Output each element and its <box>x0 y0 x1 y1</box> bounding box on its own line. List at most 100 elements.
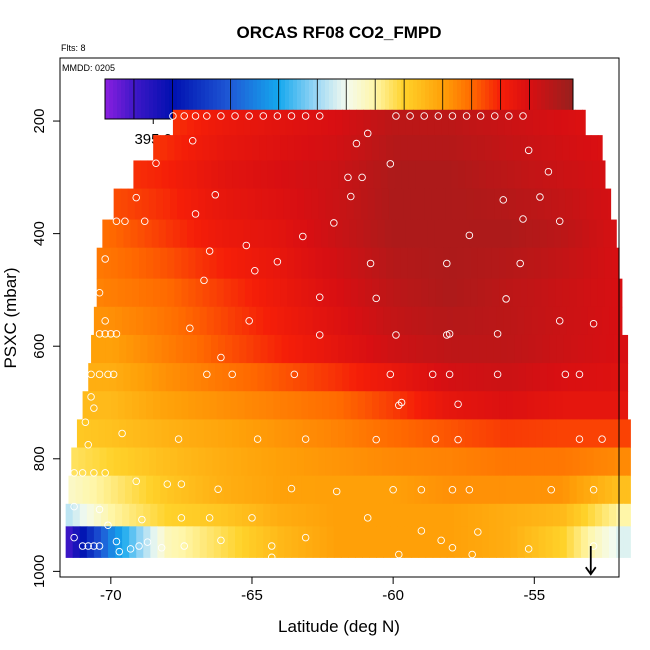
curtain-cell <box>616 503 624 527</box>
curtain-cell <box>359 334 367 364</box>
curtain-cell <box>407 278 415 308</box>
curtain-cell <box>363 363 372 392</box>
sample-point <box>87 370 95 379</box>
curtain-cell <box>230 475 239 505</box>
sample-point <box>174 435 183 443</box>
curtain-cell <box>206 503 215 527</box>
curtain-cell <box>551 188 559 221</box>
curtain-cell <box>153 247 161 280</box>
curtain-cell <box>436 160 445 190</box>
curtain-cell <box>507 160 516 190</box>
curtain-cell <box>376 503 384 527</box>
colorbar-swatch <box>233 79 238 119</box>
curtain-cell <box>285 363 294 392</box>
curtain-cell <box>479 419 487 449</box>
curtain-cell <box>267 419 276 449</box>
sample-point <box>406 112 414 120</box>
curtain-cell <box>397 503 406 527</box>
curtain-cell <box>380 160 389 190</box>
curtain-cell <box>527 278 535 308</box>
curtain-cell <box>475 503 483 527</box>
curtain-cell <box>270 306 278 336</box>
curtain-cell <box>308 247 317 280</box>
colorbar-swatch <box>237 79 242 119</box>
sample-point <box>180 542 188 550</box>
curtain-cell <box>321 109 329 136</box>
curtain-cell <box>585 334 593 364</box>
curtain-cell <box>552 503 561 527</box>
curtain-cell <box>476 219 485 249</box>
curtain-cell <box>209 391 218 420</box>
curtain-cell <box>407 135 415 162</box>
sample-point <box>287 484 296 493</box>
curtain-cell <box>452 188 461 221</box>
curtain-cell <box>130 363 139 392</box>
curtain-cell <box>208 219 216 249</box>
curtain-cell <box>211 334 219 364</box>
curtain-cell <box>65 526 74 558</box>
curtain-cell <box>239 419 247 449</box>
curtain-cell <box>547 219 555 249</box>
curtain-cell <box>283 188 291 221</box>
curtain-cell <box>243 219 252 249</box>
curtain-cell <box>506 475 514 505</box>
curtain-cell <box>294 391 302 420</box>
sample-point <box>90 469 98 477</box>
colorbar-swatch <box>149 79 154 119</box>
curtain-cell <box>463 391 472 420</box>
curtain-cell <box>82 475 91 505</box>
sample-point <box>169 112 177 120</box>
curtain-cell <box>225 334 233 364</box>
curtain-cell <box>579 188 588 221</box>
curtain-cell <box>514 334 523 364</box>
curtain-cell <box>465 334 473 364</box>
curtain-cell <box>109 219 118 249</box>
colorbar-swatch <box>125 79 130 119</box>
curtain-cell <box>527 391 535 420</box>
curtain-cell <box>146 391 154 420</box>
curtain-cell <box>428 278 437 308</box>
sample-point <box>330 219 338 227</box>
curtain-cell <box>398 363 407 392</box>
colorbar-swatch <box>429 79 434 119</box>
curtain-cell <box>425 306 434 336</box>
curtain-cell <box>611 391 620 420</box>
plot-frame <box>59 57 620 578</box>
curtain-cell <box>541 247 550 280</box>
curtain-cell <box>388 188 397 221</box>
colorbar-swatch <box>245 79 250 119</box>
colorbar-swatch <box>501 79 506 119</box>
sample-point <box>95 542 104 550</box>
sample-point <box>315 112 324 120</box>
sample-point <box>203 112 211 120</box>
curtain-cell <box>376 306 384 336</box>
curtain-cell <box>192 306 201 336</box>
colorbar-swatch <box>513 79 518 119</box>
curtain-cell <box>340 306 349 336</box>
curtain-cell <box>244 391 253 420</box>
curtain-cell <box>360 447 369 477</box>
curtain-cell <box>244 247 253 280</box>
sample-point <box>101 469 109 477</box>
curtain-cell <box>68 475 77 505</box>
curtain-cell <box>524 503 533 527</box>
curtain-cell <box>253 419 262 449</box>
curtain-cell <box>441 219 449 249</box>
sample-point <box>476 112 485 120</box>
curtain-cell <box>294 475 302 505</box>
colorbar-swatch <box>457 79 462 119</box>
curtain-cell <box>534 475 542 505</box>
colorbar-swatch <box>213 79 218 119</box>
curtain-cell <box>195 391 204 420</box>
curtain-cell <box>139 278 147 308</box>
colorbar-swatch <box>181 79 186 119</box>
colorbar-swatch <box>117 79 122 119</box>
curtain-cell <box>456 391 465 420</box>
curtain-cell <box>98 334 106 364</box>
curtain-cell <box>336 135 345 162</box>
sample-point <box>448 486 457 494</box>
curtain-cell <box>404 306 413 336</box>
curtain-cell <box>150 306 158 336</box>
curtain-cell <box>470 278 479 308</box>
curtain-cell <box>209 135 218 162</box>
